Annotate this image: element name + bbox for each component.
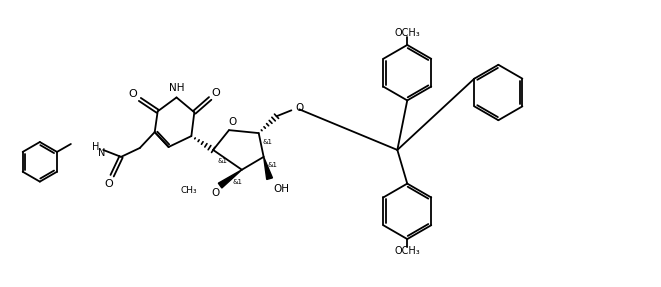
Text: &1: &1 — [262, 139, 273, 145]
Polygon shape — [264, 157, 272, 179]
Text: O: O — [105, 179, 114, 189]
Text: O: O — [128, 90, 137, 100]
Polygon shape — [218, 170, 242, 188]
Text: NH: NH — [169, 83, 184, 92]
Text: O: O — [295, 103, 303, 113]
Text: &1: &1 — [217, 158, 227, 164]
Text: CH₃: CH₃ — [180, 186, 197, 195]
Text: OCH₃: OCH₃ — [395, 246, 420, 256]
Text: N: N — [98, 148, 105, 158]
Text: OCH₃: OCH₃ — [395, 28, 420, 38]
Text: O: O — [211, 187, 219, 197]
Text: O: O — [212, 88, 221, 98]
Text: OH: OH — [274, 184, 290, 193]
Text: H: H — [92, 142, 99, 152]
Text: &1: &1 — [233, 179, 243, 185]
Text: &1: &1 — [268, 162, 278, 168]
Text: O: O — [229, 117, 237, 127]
